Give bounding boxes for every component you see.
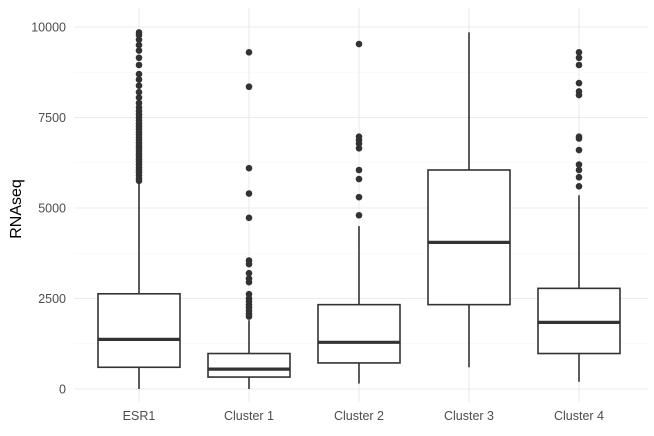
outlier-point bbox=[575, 173, 583, 181]
outlier-point bbox=[245, 257, 253, 264]
outlier-point bbox=[135, 29, 143, 36]
outlier-point bbox=[245, 275, 253, 282]
outlier-point bbox=[575, 182, 583, 190]
box-cluster-1 bbox=[207, 49, 291, 389]
outlier-point bbox=[355, 175, 363, 183]
y-tick-label: 10000 bbox=[31, 21, 66, 35]
y-tick-label: 0 bbox=[59, 383, 66, 397]
outlier-point bbox=[575, 54, 583, 62]
y-tick-label: 7500 bbox=[38, 111, 66, 125]
x-tick-label: ESR1 bbox=[123, 409, 156, 423]
outlier-point bbox=[575, 79, 583, 87]
outlier-point bbox=[135, 99, 143, 107]
outlier-point bbox=[245, 190, 253, 197]
outlier-point bbox=[135, 94, 143, 101]
x-axis-ticks: ESR1 Cluster 1 Cluster 2 Cluster 3 Cluster 4 bbox=[123, 409, 604, 423]
outlier-point bbox=[575, 166, 583, 174]
outlier-point bbox=[355, 211, 363, 219]
outlier-point bbox=[575, 133, 583, 140]
outlier-point bbox=[135, 54, 143, 62]
box-cluster-3 bbox=[427, 32, 511, 368]
outlier-point bbox=[245, 290, 253, 298]
outlier-point bbox=[355, 40, 363, 48]
y-tick-label: 2500 bbox=[38, 292, 66, 306]
y-axis-title: RNAseq bbox=[8, 179, 25, 239]
outlier-point bbox=[245, 269, 253, 277]
outlier-point bbox=[355, 166, 363, 174]
outlier-point bbox=[575, 161, 583, 168]
outlier-point bbox=[135, 82, 143, 89]
boxes bbox=[97, 29, 621, 389]
iqr-box bbox=[207, 352, 291, 378]
y-axis-ticks: 0 2500 5000 7500 10000 bbox=[31, 21, 66, 397]
outlier-point bbox=[245, 49, 253, 56]
outlier-point bbox=[135, 36, 143, 43]
x-tick-label: Cluster 1 bbox=[224, 409, 274, 423]
iqr-box bbox=[97, 292, 181, 369]
iqr-box bbox=[427, 169, 511, 306]
x-tick-label: Cluster 3 bbox=[444, 409, 494, 423]
outlier-point bbox=[245, 83, 253, 91]
outlier-point bbox=[575, 88, 583, 95]
outlier-point bbox=[575, 146, 583, 154]
outlier-point bbox=[135, 61, 143, 69]
outlier-point bbox=[135, 76, 143, 83]
outlier-point bbox=[355, 144, 363, 152]
outlier-point bbox=[575, 61, 583, 69]
outlier-point bbox=[135, 88, 143, 96]
iqr-box bbox=[317, 303, 401, 364]
outlier-point bbox=[135, 70, 143, 78]
box-esr1 bbox=[97, 29, 181, 389]
outlier-point bbox=[355, 133, 363, 140]
outlier-point bbox=[135, 47, 143, 54]
outlier-point bbox=[245, 214, 253, 222]
outlier-point bbox=[575, 49, 583, 56]
box-cluster-4 bbox=[537, 49, 621, 382]
outlier-point bbox=[245, 164, 253, 172]
outlier-point bbox=[135, 41, 143, 49]
y-tick-label: 5000 bbox=[38, 202, 66, 216]
outlier-point bbox=[355, 193, 363, 201]
x-tick-label: Cluster 4 bbox=[554, 409, 604, 423]
box-cluster-2 bbox=[317, 40, 401, 384]
x-tick-label: Cluster 2 bbox=[334, 409, 384, 423]
